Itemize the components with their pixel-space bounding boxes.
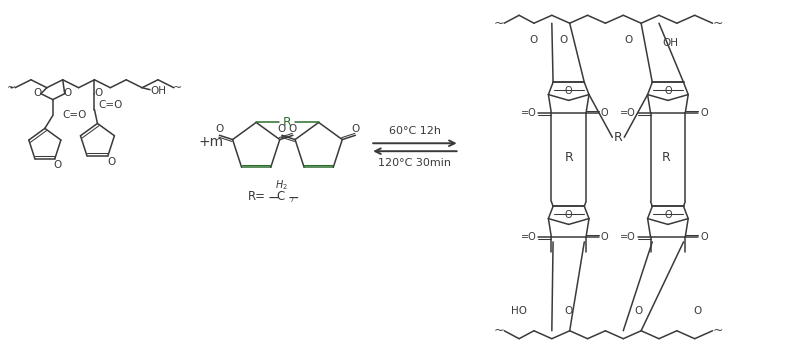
Text: C=O: C=O bbox=[99, 100, 123, 109]
Text: O: O bbox=[53, 160, 62, 170]
Text: O: O bbox=[700, 108, 708, 118]
Text: O: O bbox=[664, 210, 671, 220]
Text: $-$: $-$ bbox=[267, 190, 279, 204]
Text: O: O bbox=[601, 232, 608, 242]
Text: O: O bbox=[565, 306, 573, 316]
Text: O: O bbox=[95, 88, 103, 98]
Text: O: O bbox=[107, 157, 116, 167]
Text: 120°C 30min: 120°C 30min bbox=[379, 158, 451, 168]
Text: O: O bbox=[700, 232, 708, 242]
Text: O: O bbox=[215, 124, 223, 134]
Text: ~: ~ bbox=[173, 83, 182, 93]
Text: C: C bbox=[277, 190, 285, 203]
Text: +m: +m bbox=[199, 135, 224, 149]
Text: $-$: $-$ bbox=[287, 190, 299, 204]
Text: O: O bbox=[624, 35, 633, 45]
Text: O: O bbox=[601, 108, 608, 118]
Text: O: O bbox=[289, 124, 297, 134]
Text: R: R bbox=[565, 151, 573, 164]
Text: OH: OH bbox=[662, 38, 678, 48]
Text: O: O bbox=[664, 86, 671, 96]
Text: =O: =O bbox=[521, 108, 536, 118]
Text: O: O bbox=[530, 35, 538, 45]
Text: R: R bbox=[614, 131, 623, 144]
Text: R: R bbox=[283, 116, 292, 129]
Text: =O: =O bbox=[620, 232, 636, 242]
Text: ~: ~ bbox=[494, 17, 505, 30]
Text: O: O bbox=[277, 124, 286, 134]
Text: =O: =O bbox=[521, 232, 536, 242]
Text: OH: OH bbox=[150, 86, 166, 96]
Text: O: O bbox=[560, 35, 568, 45]
Text: $_7$: $_7$ bbox=[289, 195, 294, 205]
Text: ~: ~ bbox=[712, 17, 722, 30]
Text: O: O bbox=[565, 86, 573, 96]
Text: O: O bbox=[693, 306, 701, 316]
Text: O: O bbox=[565, 210, 573, 220]
Text: 60°C 12h: 60°C 12h bbox=[389, 126, 441, 136]
Text: $H_2$: $H_2$ bbox=[274, 178, 287, 192]
Text: O: O bbox=[64, 88, 72, 98]
Text: R=: R= bbox=[248, 190, 266, 203]
Text: C=O: C=O bbox=[63, 111, 87, 120]
Text: ~: ~ bbox=[712, 324, 722, 337]
Text: O: O bbox=[634, 306, 642, 316]
Text: =O: =O bbox=[620, 108, 636, 118]
Text: HO: HO bbox=[511, 306, 527, 316]
Text: ~: ~ bbox=[494, 324, 505, 337]
Text: O: O bbox=[351, 124, 360, 134]
Text: R: R bbox=[662, 151, 671, 164]
Text: O: O bbox=[34, 88, 42, 98]
Text: ~: ~ bbox=[6, 83, 15, 93]
